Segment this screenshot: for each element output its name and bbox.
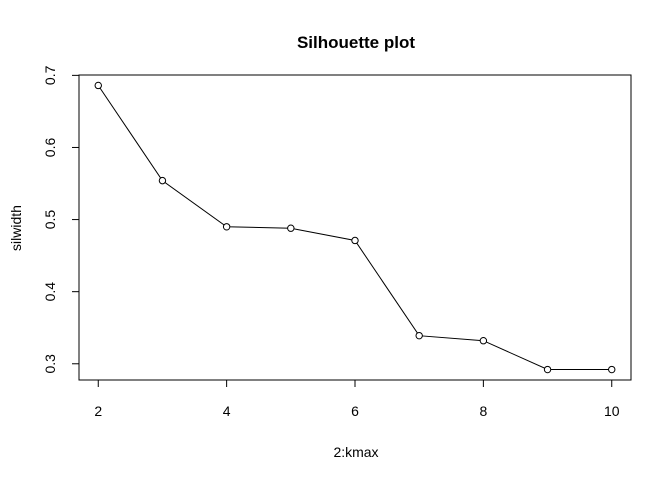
chart-title: Silhouette plot	[297, 33, 415, 52]
data-point	[351, 236, 359, 245]
y-tick-label: 0.6	[42, 138, 58, 158]
data-point	[479, 337, 488, 345]
y-axis: 0.3 0.4 0.5 0.6 0.7	[42, 65, 80, 374]
data-point	[222, 223, 231, 231]
x-axis-label: 2:kmax	[333, 444, 378, 460]
plot-frame	[78, 74, 632, 381]
data-point	[287, 224, 295, 232]
x-tick-label: 6	[351, 403, 359, 419]
x-axis: 2 4 6 8 10	[94, 379, 620, 419]
y-tick-label: 0.5	[42, 210, 58, 230]
x-tick-label: 10	[604, 403, 620, 419]
silwidth-series-line	[97, 85, 612, 370]
x-tick-label: 4	[223, 403, 231, 419]
y-tick-label: 0.4	[42, 282, 58, 302]
data-point	[415, 331, 423, 340]
data-point	[94, 81, 102, 90]
y-axis-label: silwidth	[8, 205, 24, 251]
x-tick-label: 8	[479, 403, 487, 419]
data-point	[158, 176, 167, 185]
x-tick-label: 2	[94, 403, 102, 419]
data-point	[608, 365, 616, 374]
data-points	[94, 81, 616, 374]
data-point	[543, 365, 552, 374]
y-tick-label: 0.3	[42, 354, 58, 374]
y-tick-label: 0.7	[42, 65, 58, 85]
